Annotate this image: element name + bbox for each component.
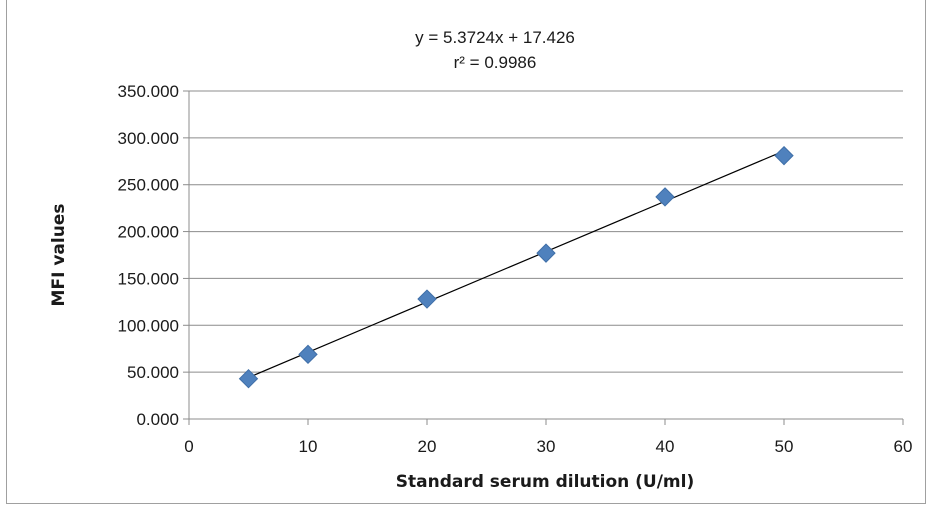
grid-lines	[189, 90, 903, 373]
x-tick-label-50: 50	[775, 437, 794, 456]
x-tick-label-0: 0	[184, 437, 193, 456]
y-tick-label-100: 100.000	[118, 316, 179, 335]
x-tick-label-40: 40	[656, 437, 675, 456]
y-tick-label-0: 0.000	[136, 410, 179, 429]
data-point-x-40	[655, 187, 675, 207]
data-point-x-5	[238, 368, 259, 389]
r-squared-label: r² = 0.9986	[454, 53, 537, 72]
y-tick-label-150: 150.000	[118, 269, 179, 288]
x-axis-title: Standard serum dilution (U/ml)	[396, 472, 695, 492]
tick-labels: 0.000 50.000 100.000 150.000 200.000 250.000 3…	[118, 82, 913, 456]
y-tick-label-50: 50.000	[127, 363, 179, 382]
data-point-x-10	[298, 344, 318, 365]
data-point-x-50	[774, 145, 794, 166]
y-axis-title: MFI values	[49, 204, 69, 307]
axes	[183, 90, 904, 425]
x-tick-label-30: 30	[537, 437, 556, 456]
x-tick-label-60: 60	[894, 437, 913, 456]
linear-trendline	[248, 150, 785, 379]
y-tick-label-350: 350.000	[118, 82, 179, 101]
data-point-x-20	[417, 289, 437, 309]
trendline-equation: y = 5.3724x + 17.426	[415, 28, 575, 47]
trendline	[248, 150, 785, 379]
x-tick-label-20: 20	[418, 437, 437, 456]
data-points	[238, 145, 794, 389]
y-tick-label-250: 250.000	[118, 176, 179, 195]
data-point-x-30	[536, 243, 556, 263]
y-tick-label-300: 300.000	[118, 129, 179, 148]
x-tick-label-10: 10	[299, 437, 318, 456]
chart-frame	[6, 0, 926, 504]
y-tick-label-200: 200.000	[118, 223, 179, 242]
